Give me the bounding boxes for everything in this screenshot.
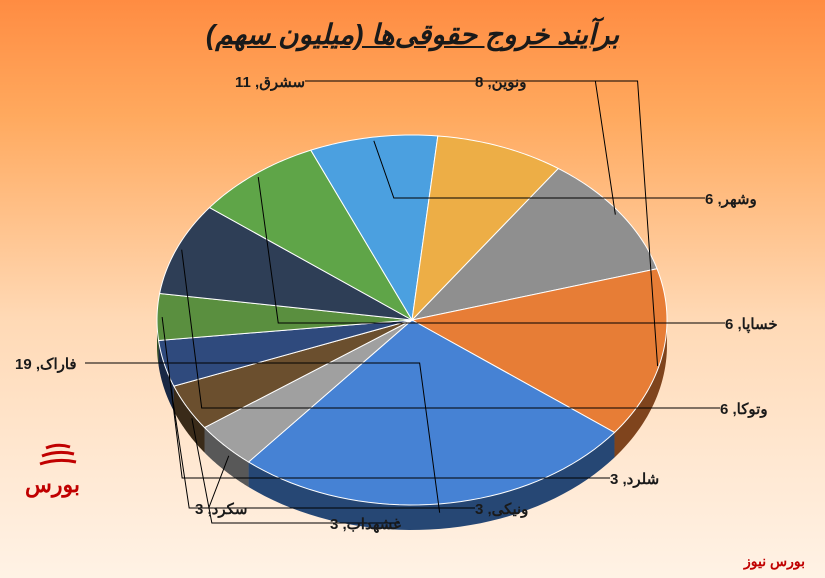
pie-chart: ونوین, 8 سشرق, 11 فاراک, 19 سکرد, 3 غشهداب, … xyxy=(0,55,825,535)
logo-text: بورس xyxy=(25,472,80,497)
slice-label: سکرد, 3 xyxy=(195,500,248,518)
slice-label: سشرق, 11 xyxy=(235,73,305,91)
footer-text: بورس نیوز xyxy=(744,553,805,570)
slice-label: وشهر, 6 xyxy=(705,190,757,208)
slice-label: خساپا, 6 xyxy=(725,315,778,333)
chart-title: برآیند خروج حقوقی‌ها (میلیون سهم) xyxy=(0,18,825,51)
slice-label: ونیکی, 3 xyxy=(475,500,528,518)
slice-label: وتوکا, 6 xyxy=(720,400,768,418)
logo: بورس xyxy=(25,440,80,498)
slice-label: غشهداب, 3 xyxy=(330,515,401,533)
slice-label: ونوین, 8 xyxy=(475,73,526,91)
slice-label: فاراک, 19 xyxy=(15,355,77,373)
slice-label: شلرد, 3 xyxy=(610,470,659,488)
